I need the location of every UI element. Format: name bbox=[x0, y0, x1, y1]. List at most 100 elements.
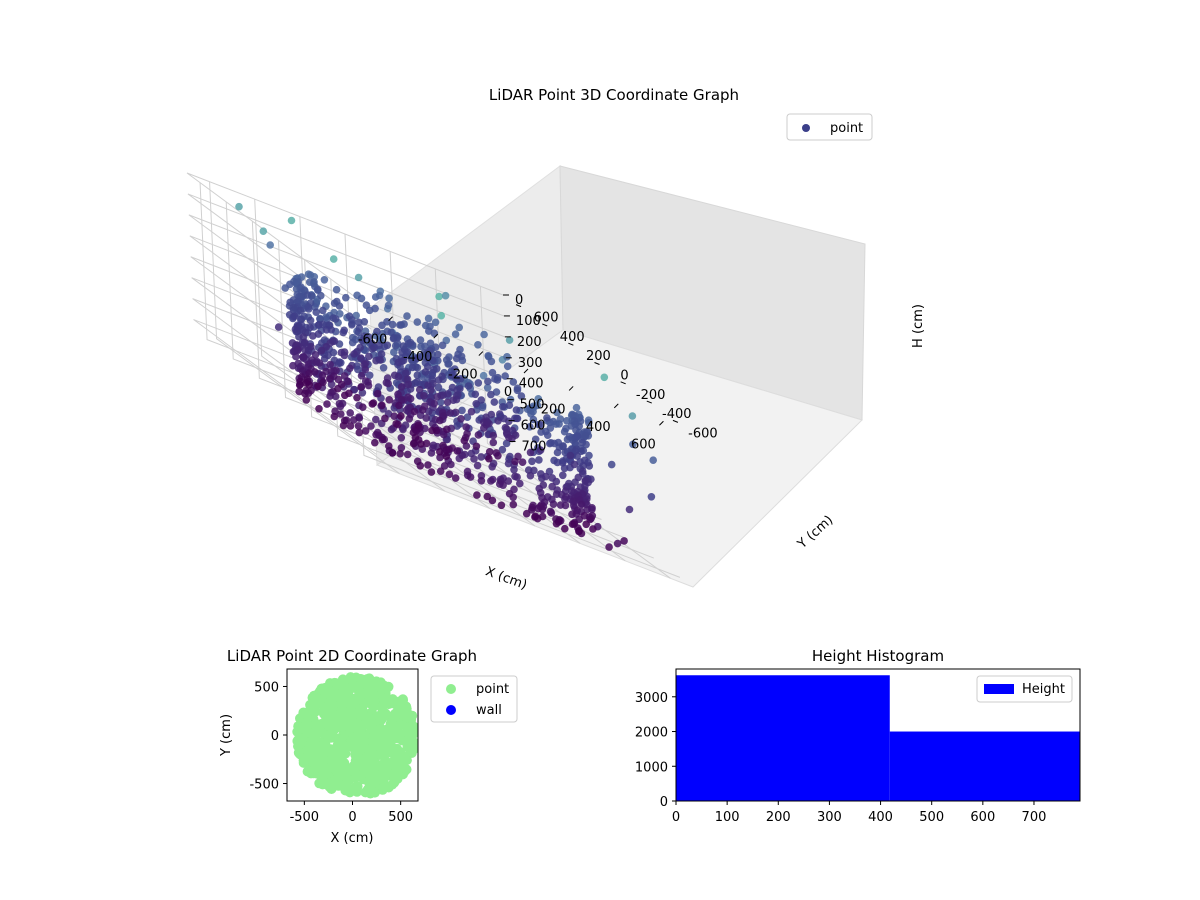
z-axis-label-3d: H (cm) bbox=[911, 304, 926, 348]
point-3d bbox=[426, 346, 434, 355]
point-3d bbox=[559, 471, 567, 480]
point-3d bbox=[354, 422, 363, 430]
y-tick-label-3d: 200 bbox=[586, 349, 611, 364]
point-3d bbox=[438, 341, 447, 350]
point-3d bbox=[439, 391, 447, 400]
point-3d bbox=[570, 520, 578, 528]
point-3d bbox=[471, 390, 480, 399]
point-3d bbox=[436, 448, 444, 456]
z-tick-label-3d: 0 bbox=[515, 293, 523, 308]
point-3d bbox=[311, 368, 319, 376]
point-3d bbox=[452, 354, 461, 363]
point-2d bbox=[363, 784, 373, 795]
point-3d bbox=[355, 318, 363, 327]
point-3d bbox=[421, 368, 430, 376]
x-tick-mark-3d bbox=[659, 420, 664, 426]
point-2d bbox=[298, 757, 309, 768]
point-3d bbox=[559, 442, 567, 451]
point-3d bbox=[331, 315, 340, 323]
point-3d bbox=[452, 375, 460, 383]
point-3d bbox=[390, 371, 399, 380]
point-3d bbox=[286, 280, 294, 289]
point-3d bbox=[410, 407, 419, 416]
point-3d bbox=[336, 402, 345, 411]
x-tick-mark-3d bbox=[613, 403, 619, 409]
point-3d bbox=[649, 456, 657, 465]
point-3d bbox=[588, 505, 596, 514]
point-3d bbox=[325, 375, 334, 383]
point-3d bbox=[287, 216, 296, 225]
point-3d bbox=[431, 318, 440, 327]
point-3d bbox=[372, 431, 380, 439]
point-2d bbox=[344, 775, 354, 786]
point-3d bbox=[573, 452, 581, 460]
point-3d bbox=[304, 303, 313, 311]
point-3d bbox=[320, 355, 329, 363]
point-3d bbox=[336, 310, 344, 318]
x-tick-mark-3d bbox=[433, 333, 439, 339]
z-tick-label-3d: 500 bbox=[520, 398, 545, 413]
legend-label-point: point bbox=[830, 121, 863, 136]
legend-swatch-height bbox=[984, 684, 1014, 694]
point-3d bbox=[340, 351, 349, 360]
point-3d bbox=[357, 354, 365, 362]
point-2d bbox=[406, 710, 417, 721]
y-tick-label-3d: 600 bbox=[534, 311, 559, 326]
point-3d bbox=[484, 377, 492, 386]
point-3d bbox=[496, 480, 504, 488]
point-2d bbox=[301, 719, 312, 730]
point-3d bbox=[553, 408, 561, 417]
point-3d bbox=[536, 446, 545, 455]
point-3d bbox=[334, 359, 343, 368]
point-3d bbox=[427, 386, 435, 394]
point-3d bbox=[431, 343, 440, 352]
point-3d bbox=[301, 389, 309, 398]
x-axis-label-3d: X (cm) bbox=[483, 564, 529, 593]
point-3d bbox=[458, 406, 466, 415]
point-3d bbox=[403, 312, 411, 320]
point-2d bbox=[348, 680, 359, 691]
point-3d bbox=[625, 505, 634, 514]
y-tick-label-3d: -400 bbox=[662, 407, 692, 422]
point-3d bbox=[317, 291, 325, 300]
point-2d bbox=[352, 781, 363, 792]
point-3d bbox=[510, 466, 518, 474]
point-3d bbox=[489, 438, 498, 447]
y-tick-label-hist: 1000 bbox=[635, 760, 668, 775]
point-3d bbox=[416, 462, 425, 470]
point-3d bbox=[513, 386, 522, 395]
point-3d bbox=[477, 477, 486, 485]
point-3d bbox=[561, 524, 569, 533]
point-3d bbox=[522, 509, 531, 518]
point-3d bbox=[353, 393, 361, 402]
histogram-ticks: 0 100 200 300 400 500 600 700 0 1000 2000 3000 bbox=[635, 691, 1046, 825]
point-3d bbox=[487, 390, 495, 399]
grid-line-y bbox=[251, 221, 576, 501]
point-3d bbox=[541, 472, 550, 481]
point-3d bbox=[357, 383, 365, 392]
point-3d bbox=[289, 304, 298, 312]
point-3d bbox=[575, 527, 583, 536]
chart-histogram: Height Histogram 0 100 200 300 400 500 600 7000… bbox=[635, 647, 1081, 825]
point-2d bbox=[353, 740, 364, 751]
point-3d bbox=[413, 318, 422, 326]
point-2d bbox=[298, 707, 309, 718]
point-3d bbox=[344, 377, 352, 386]
point-3d bbox=[503, 353, 511, 361]
point-3d bbox=[531, 435, 540, 444]
point-3d bbox=[537, 428, 545, 436]
point-3d bbox=[293, 346, 302, 355]
point-3d bbox=[377, 350, 386, 358]
point-3d bbox=[547, 509, 556, 517]
x-tick-label-3d: -200 bbox=[448, 368, 478, 383]
point-3d bbox=[348, 338, 357, 347]
legend-marker-point bbox=[802, 124, 810, 132]
point-2d bbox=[353, 753, 364, 764]
point-3d bbox=[397, 434, 406, 442]
points-3d bbox=[235, 202, 657, 551]
point-3d bbox=[322, 326, 331, 334]
histogram-bar bbox=[676, 675, 890, 801]
point-3d bbox=[485, 448, 494, 456]
grid-line-x bbox=[479, 286, 671, 579]
